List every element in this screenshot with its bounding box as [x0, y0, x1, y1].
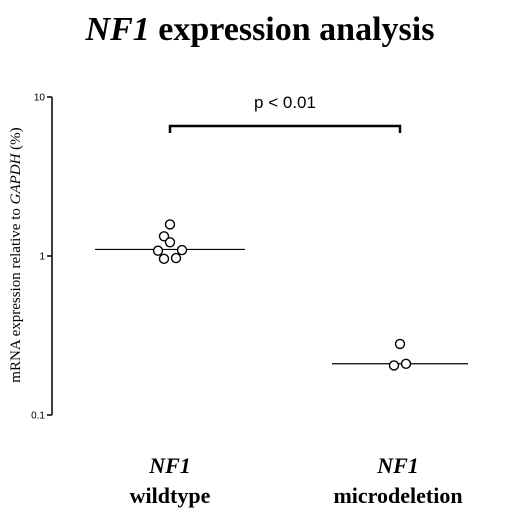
chart-title-rest: expression analysis [150, 11, 435, 48]
x-category-wildtype-gene: NF1 [148, 453, 191, 478]
chart-title: NF1 expression analysis [85, 11, 435, 48]
median-lines [95, 248, 468, 365]
data-point [388, 360, 400, 371]
data-point [394, 338, 406, 350]
y-axis-label-suffix: (%) [8, 127, 24, 153]
data-point [164, 237, 176, 248]
x-category-microdeletion: NF1 microdeletion [333, 453, 462, 508]
data-point [152, 245, 164, 256]
y-ticks: 0.1 1 10 [31, 93, 52, 422]
x-category-microdeletion-label: microdeletion [333, 483, 462, 508]
y-axis-label: mRNA expression relative to GAPDH (%) [8, 127, 24, 382]
y-tick-label: 10 [34, 93, 46, 104]
data-point [170, 252, 182, 264]
significance-label: p < 0.01 [254, 93, 316, 112]
chart-title-gene: NF1 [85, 11, 150, 48]
data-points [152, 219, 412, 371]
y-axis-label-prefix: mRNA expression relative to [8, 204, 24, 382]
y-tick-label: 1 [39, 252, 45, 263]
significance-bracket-line [168, 124, 402, 133]
data-point [176, 244, 188, 256]
significance-bracket: p < 0.01 [168, 93, 402, 133]
data-point [164, 219, 176, 230]
x-category-wildtype: NF1 wildtype [130, 453, 211, 508]
x-category-microdeletion-gene: NF1 [376, 453, 419, 478]
data-point [158, 231, 170, 242]
y-tick-label: 0.1 [31, 411, 45, 422]
x-category-wildtype-label: wildtype [130, 483, 211, 508]
y-axis-label-gene: GAPDH [8, 152, 24, 204]
data-point [158, 253, 170, 265]
data-point [400, 358, 412, 369]
